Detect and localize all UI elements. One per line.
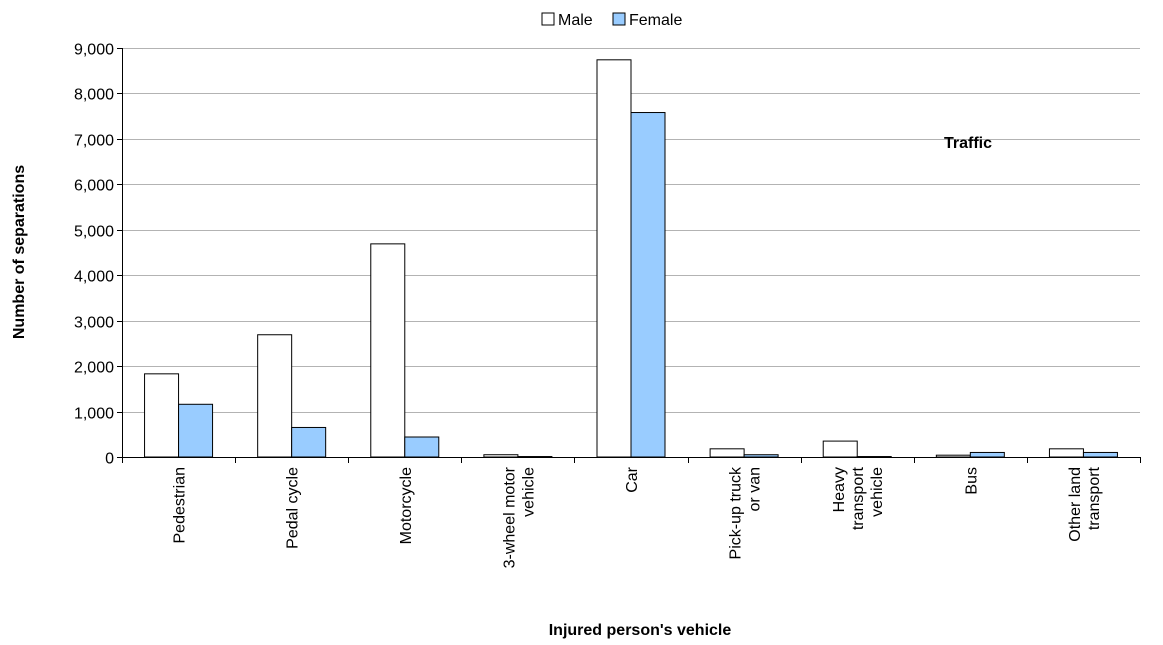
x-category-label: Pedal cycle: [285, 467, 302, 549]
x-category-label: Car: [624, 466, 641, 492]
bar-male: [935, 454, 971, 458]
x-category-label: Pedestrian: [172, 467, 189, 544]
bar-female: [743, 454, 779, 458]
legend-label-female: Female: [629, 12, 682, 29]
legend-label-male: Male: [558, 12, 593, 29]
legend-swatch-female: [612, 12, 626, 26]
y-tick-label: 2,000: [74, 360, 114, 377]
bar-female: [178, 403, 214, 458]
y-tick-label: 3,000: [74, 315, 114, 332]
y-tick-label: 0: [105, 451, 114, 468]
bar-male: [370, 243, 406, 458]
x-axis-title: Injured person's vehicle: [549, 622, 732, 639]
y-tick-label: 7,000: [74, 133, 114, 150]
bar-male: [483, 454, 519, 458]
bar-male: [144, 373, 180, 458]
traffic-annotation: Traffic: [944, 135, 992, 152]
y-tick-label: 6,000: [74, 178, 114, 195]
x-category-label: Other land transport: [1067, 466, 1103, 541]
x-category-label: Pick-up truck or van: [728, 466, 764, 559]
bar-male: [709, 448, 745, 458]
y-tick-labels: 0 1,000 2,000 3,000 4,000 5,000 6,000 7,000 8,00…: [74, 42, 114, 468]
y-tick-label: 8,000: [74, 87, 114, 104]
y-tick-label: 9,000: [74, 42, 114, 59]
bar-female: [291, 426, 327, 458]
bar-female: [404, 436, 440, 458]
x-category-label: 3-wheel motor vehicle: [501, 466, 537, 568]
y-tick-label: 1,000: [74, 406, 114, 423]
bar-male: [1048, 448, 1084, 458]
x-category-label: Motorcycle: [398, 467, 415, 544]
y-axis-title: Number of separations: [11, 165, 28, 339]
legend: Male Female: [541, 12, 682, 29]
legend-swatch-male: [541, 12, 555, 26]
x-category-labels: Pedestrian Pedal cycle Motorcycle 3-wheel m…: [172, 466, 1103, 568]
y-tick-label: 4,000: [74, 269, 114, 286]
x-category-label: Bus: [963, 467, 980, 495]
y-tick-label: 5,000: [74, 224, 114, 241]
axes: [117, 48, 1141, 463]
bar-male: [596, 59, 632, 458]
bar-female: [630, 112, 666, 458]
bar-male: [822, 440, 858, 458]
x-category-label: Heavy transport vehicle: [831, 466, 886, 530]
bar-male: [257, 334, 293, 458]
bar-female: [1082, 451, 1118, 458]
bars: [144, 59, 1118, 458]
bar-female: [969, 451, 1005, 458]
